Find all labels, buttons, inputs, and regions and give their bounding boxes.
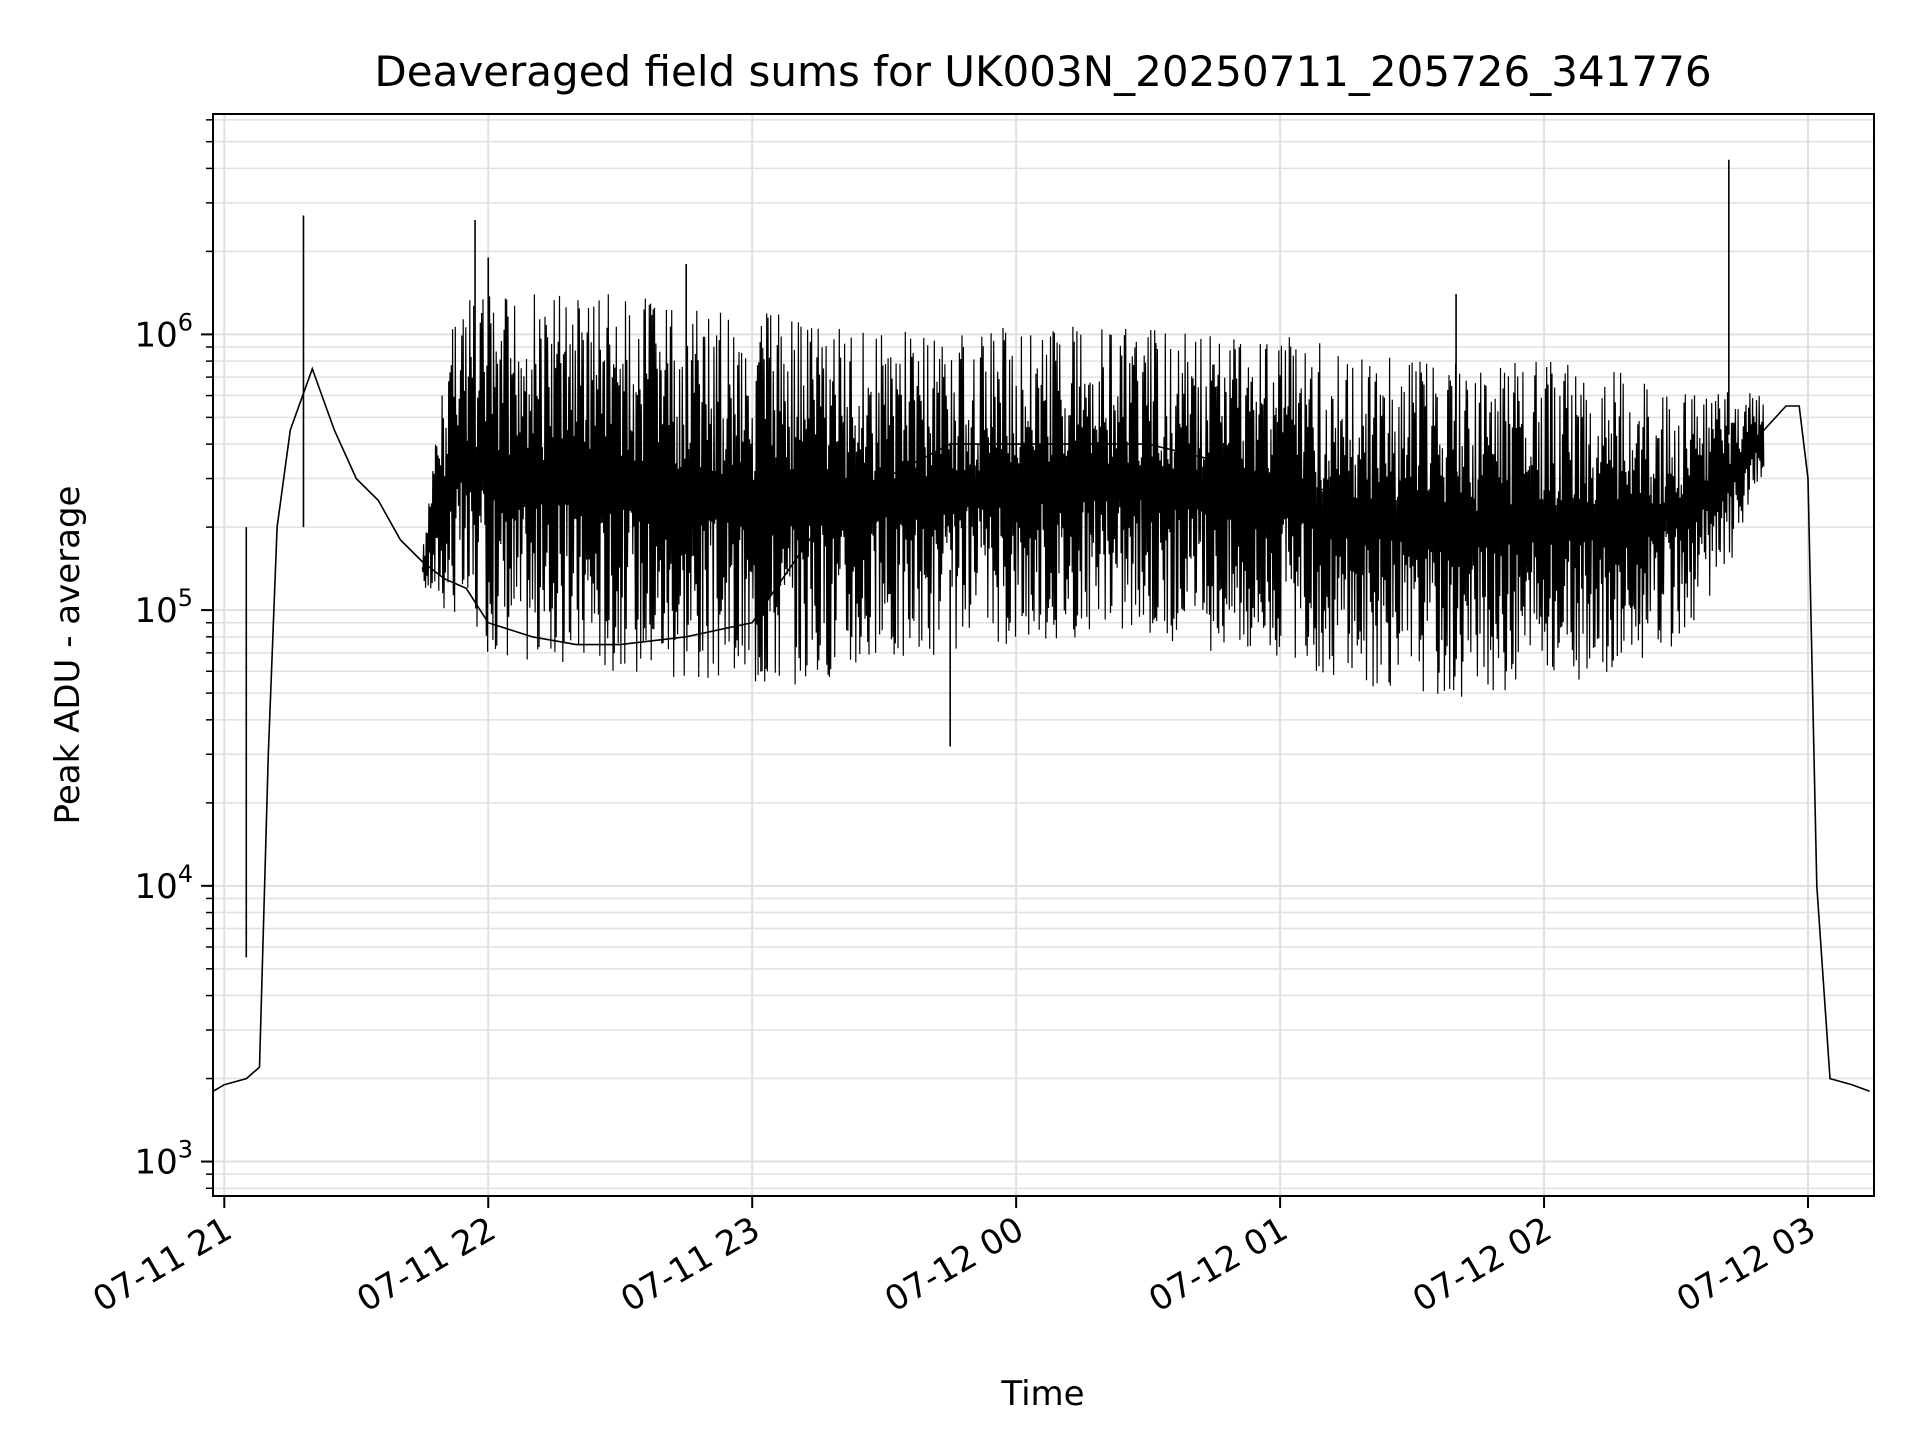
oscillation-band bbox=[421, 294, 1765, 697]
grid bbox=[213, 114, 1874, 1196]
plot-frame bbox=[212, 113, 1875, 1197]
x-axis-label: Time bbox=[1000, 1374, 1084, 1414]
y-tick-label: 103 bbox=[134, 1136, 193, 1183]
chart-title: Deaveraged field sums for UK003N_2025071… bbox=[374, 47, 1711, 96]
y-tick-label: 106 bbox=[134, 308, 193, 355]
y-tick-label: 105 bbox=[134, 584, 193, 631]
y-axis-label: Peak ADU - average bbox=[48, 486, 88, 825]
data-series bbox=[212, 159, 1870, 1092]
y-tick-label: 104 bbox=[134, 860, 193, 907]
